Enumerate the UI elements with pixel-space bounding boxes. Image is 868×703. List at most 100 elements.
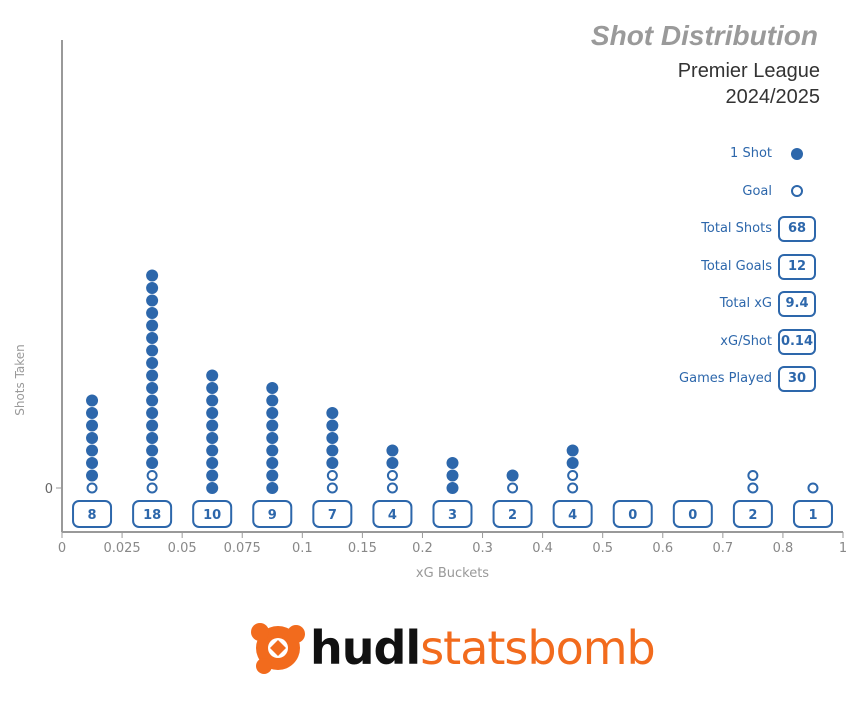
bucket-count-box [672, 500, 713, 528]
bucket-count-label: 3 [448, 508, 457, 523]
x-tick-label: 0.6 [652, 541, 673, 556]
goal-dot [567, 482, 579, 494]
bucket-count-box [252, 500, 293, 528]
shot-dot [146, 407, 159, 419]
x-tick-label: 0.075 [224, 541, 261, 556]
logo-text-hudl: hudl [310, 621, 421, 675]
goal-dot [747, 470, 759, 481]
bucket-count-label: 2 [508, 508, 517, 523]
shot-dot [86, 444, 99, 457]
shot-dot [266, 482, 279, 494]
stat-xg-per-shot-value: 0.14 [778, 329, 816, 355]
statsbomb-logo-icon [251, 623, 305, 674]
stat-total-goals-value: 12 [778, 254, 816, 280]
shot-dot [86, 469, 99, 482]
shot-dot [206, 394, 219, 407]
shot-dot [146, 269, 159, 282]
legend-goal-label: Goal [742, 184, 772, 199]
shot-dot [146, 294, 159, 307]
legend-shot-marker [791, 148, 803, 160]
shot-dot [326, 407, 339, 419]
shot-dot [446, 469, 459, 482]
shot-dot [146, 282, 159, 294]
shot-dot [146, 307, 159, 319]
bucket-count-label: 0 [628, 508, 637, 523]
chart-subtitle-league: Premier League [677, 60, 820, 82]
shot-dot [326, 419, 339, 432]
bucket-count-box [612, 500, 653, 528]
x-tick-label: 0.1 [292, 541, 313, 556]
bucket-count-label: 18 [143, 508, 161, 523]
shot-dot [506, 469, 519, 482]
bucket-count-label: 7 [328, 508, 337, 523]
bucket-count-label: 10 [203, 508, 221, 523]
shot-dot [266, 419, 279, 432]
shot-dot [146, 432, 159, 444]
shot-dot [146, 332, 159, 344]
shot-dot [266, 394, 279, 407]
chart-title: Shot Distribution [590, 20, 818, 51]
x-tick-label: 0.4 [532, 541, 553, 556]
shot-dot [386, 457, 399, 469]
shot-dot [326, 432, 339, 444]
goal-dot [386, 482, 398, 494]
shot-dot [326, 444, 339, 457]
shot-dot [266, 382, 279, 394]
x-tick-label: 0.8 [773, 541, 794, 556]
shot-dot [266, 407, 279, 419]
shot-dot [266, 457, 279, 469]
x-tick-label: 0.5 [592, 541, 613, 556]
shot-dot [86, 407, 99, 419]
shot-dot [146, 394, 159, 407]
bucket-count-box [372, 500, 413, 528]
shot-dot [206, 407, 219, 419]
x-tick-label: 0.3 [472, 541, 493, 556]
bucket-count-box [792, 500, 833, 528]
bucket-count-label: 0 [688, 508, 697, 523]
hudl-statsbomb-logo: hudl statsbomb [248, 616, 656, 680]
shot-dot [146, 457, 159, 469]
shot-dot [86, 457, 99, 469]
goal-dot [567, 470, 579, 481]
bucket-count-label: 9 [268, 508, 277, 523]
shot-dot [86, 419, 99, 432]
shot-dot [326, 457, 339, 469]
stat-total-goals-label: Total Goals [701, 259, 772, 274]
bucket-count-box [72, 500, 113, 528]
shot-dot [146, 357, 159, 369]
goal-dot [86, 482, 98, 494]
y-tick-label: 0 [45, 482, 53, 497]
x-tick-label: 0.025 [103, 541, 140, 556]
shot-dot [206, 444, 219, 457]
shot-dot [266, 444, 279, 457]
shot-dot [146, 369, 159, 382]
logo-text-statsbomb: statsbomb [420, 621, 656, 675]
stat-total-xg-label: Total xG [719, 296, 772, 311]
shot-dot [206, 469, 219, 482]
shot-dot [206, 419, 219, 432]
bucket-count-label: 1 [808, 508, 817, 523]
shot-dot [206, 369, 219, 382]
bucket-count-box [312, 500, 353, 528]
shot-dot [86, 432, 99, 444]
stat-total-shots-value: 68 [778, 216, 816, 242]
stat-games-played-value: 30 [778, 366, 816, 392]
bucket-count-box [132, 500, 173, 528]
shot-dot [206, 382, 219, 394]
shot-dot [146, 344, 159, 357]
stat-xg-per-shot-label: xG/Shot [720, 334, 772, 349]
shot-dot [566, 444, 579, 457]
shot-dot [446, 482, 459, 494]
y-axis-label: Shots Taken [13, 344, 27, 416]
shot-dot [146, 419, 159, 432]
goal-dot [507, 482, 519, 494]
goal-dot [326, 470, 338, 481]
bucket-count-box [552, 500, 593, 528]
goal-dot [146, 470, 158, 481]
bucket-count-label: 8 [88, 508, 97, 523]
shot-dot [146, 382, 159, 394]
stat-games-played-label: Games Played [679, 371, 772, 386]
goal-dot [747, 482, 759, 494]
shot-dot [86, 394, 99, 407]
